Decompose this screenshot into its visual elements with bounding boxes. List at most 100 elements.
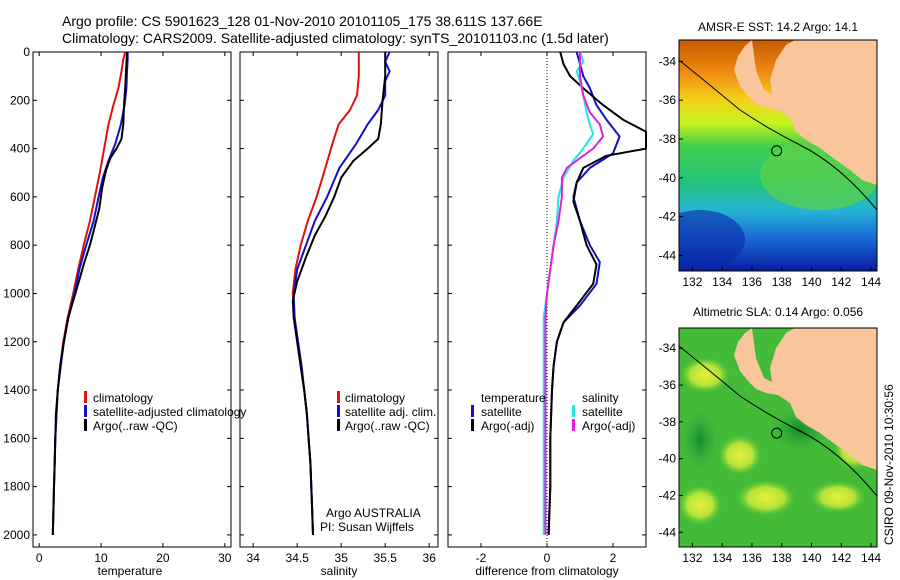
- difference-xlabel: difference from climatology: [475, 564, 618, 578]
- legend-label-satellite: satellite adj. clim.: [345, 405, 436, 419]
- x-tick-label: 134: [712, 551, 732, 565]
- x-tick-label: 140: [801, 551, 821, 565]
- y-tick-label: 1800: [3, 480, 30, 494]
- x-tick-label: 138: [772, 275, 792, 289]
- legend-swatch-satellite: [337, 405, 340, 417]
- coastline-contour: [679, 345, 877, 497]
- x-tick-label: 10: [94, 551, 108, 565]
- x-tick-label: 0: [36, 551, 43, 565]
- land: [734, 328, 877, 470]
- panel-temperature: 0 200 400 600 800 1000 1200 1400 1600 1800 2000 0 10…: [3, 45, 246, 578]
- y-tick-label: 1000: [3, 286, 30, 300]
- pi-annotation: PI: Susan Wijffels: [320, 520, 414, 534]
- legend-swatch-sal-satellite: [572, 405, 575, 417]
- salinity-frame: [239, 51, 439, 548]
- sla-map-title: Altimetric SLA: 0.14 Argo: 0.056: [693, 305, 863, 319]
- coastline-contour: [679, 59, 877, 211]
- x-tick-label: 134: [712, 275, 732, 289]
- y-tick-label: -36: [659, 93, 677, 107]
- legend-label-climatology: climatology: [345, 391, 405, 405]
- x-tick-label: 132: [682, 275, 702, 289]
- x-tick-label: 35: [335, 551, 349, 565]
- x-tick-label: 144: [861, 275, 881, 289]
- y-tick-label: 1400: [3, 383, 30, 397]
- series-line-climatology: [51, 51, 127, 535]
- sla-map: Altimetric SLA: 0.14 Argo: 0.056 132 134 1…: [659, 305, 882, 565]
- sst-map-title: AMSR-E SST: 14.2 Argo: 14.1: [698, 20, 858, 34]
- y-tick-label: -38: [659, 415, 677, 429]
- y-tick-label: -34: [659, 341, 677, 355]
- legend-label-sal-satellite: satellite: [582, 405, 623, 419]
- y-tick-label: 800: [10, 238, 30, 252]
- sst-map: AMSR-E SST: 14.2 Argo: 14.1 132 134 136 138…: [659, 20, 882, 289]
- sla-high-blob: [679, 485, 722, 525]
- y-tick-label: 400: [10, 142, 30, 156]
- x-tick-label: 136: [742, 551, 762, 565]
- x-tick-label: 34: [247, 551, 261, 565]
- y-tick-label: 600: [10, 190, 30, 204]
- series-line-temperature-satellite: [547, 51, 621, 535]
- temperature-legend: climatology satellite-adjusted climatolo…: [84, 391, 246, 433]
- sst-map-frame: [678, 39, 878, 272]
- y-tick-label: 1600: [3, 431, 30, 445]
- x-tick-label: 20: [156, 551, 170, 565]
- salinity-legend: climatology satellite adj. clim. Argo(..…: [337, 391, 436, 433]
- sla-high-blob: [736, 480, 796, 516]
- x-tick-label: 138: [772, 551, 792, 565]
- y-tick-label: -38: [659, 132, 677, 146]
- argo-position-marker: [771, 427, 783, 439]
- legend-swatch-temp-satellite: [471, 405, 474, 417]
- legend-swatch-sal-argo: [572, 419, 575, 431]
- salinity-xlabel: salinity: [321, 564, 358, 578]
- legend-label-climatology: climatology: [93, 391, 153, 405]
- y-tick-label: -42: [659, 210, 677, 224]
- panel-difference: -2 0 2 difference from climatology tempera…: [447, 51, 647, 578]
- temperature-xlabel: temperature: [98, 564, 163, 578]
- series-line-climatology: [291, 52, 360, 535]
- legend-swatch-climatology: [337, 391, 340, 403]
- difference-legend: temperature satellite Argo(-adj) salinit…: [471, 391, 635, 433]
- y-tick-label: -34: [659, 54, 677, 68]
- x-tick-label: 2: [610, 551, 617, 565]
- series-line-argo-raw-qc: [291, 52, 387, 535]
- sla-high-blob: [718, 435, 762, 475]
- legend-title-temperature: temperature: [481, 391, 546, 405]
- legend-title-salinity: salinity: [582, 391, 619, 405]
- x-tick-label: 136: [742, 275, 762, 289]
- climatology-subtitle: Climatology: CARS2009. Satellite-adjuste…: [62, 30, 609, 46]
- sla-high-blob: [810, 481, 866, 513]
- panel-salinity: 34 34.5 35 35.5 36 salinity climatology sate…: [239, 51, 439, 578]
- x-tick-label: 36: [423, 551, 437, 565]
- temperature-frame: [32, 51, 232, 548]
- legend-swatch-climatology: [84, 391, 87, 403]
- y-tick-label: -44: [659, 248, 677, 262]
- y-tick-label: -40: [659, 452, 677, 466]
- legend-label-temp-satellite: satellite: [481, 405, 522, 419]
- land: [734, 40, 877, 185]
- x-tick-label: 30: [218, 551, 232, 565]
- y-tick-label: 0: [23, 45, 30, 59]
- legend-swatch-temp-argo: [471, 419, 474, 431]
- sla-map-frame: [678, 327, 878, 548]
- x-tick-label: 132: [682, 551, 702, 565]
- legend-swatch-argo: [337, 419, 340, 431]
- y-tick-label: 1200: [3, 335, 30, 349]
- y-tick-label: -40: [659, 171, 677, 185]
- x-tick-label: -2: [476, 551, 487, 565]
- sla-high-blob: [680, 357, 730, 393]
- legend-label-sal-argo: Argo(-adj): [582, 419, 635, 433]
- x-tick-label: 35.5: [374, 551, 398, 565]
- credit-timestamp: CSIRO 09-Nov-2010 10:30:56: [882, 384, 896, 545]
- sla-low-blob: [682, 410, 718, 470]
- legend-label-temp-argo: Argo(-adj): [481, 419, 534, 433]
- legend-label-argo: Argo(..raw -QC): [93, 419, 178, 433]
- series-line-satellite-adjusted-climatology: [51, 52, 129, 535]
- y-tick-label: -36: [659, 378, 677, 392]
- series-line-temperature-argo-adj: [547, 51, 647, 535]
- sst-cool-patch: [679, 210, 745, 270]
- argo-position-marker: [771, 145, 783, 157]
- y-tick-label: -42: [659, 488, 677, 502]
- x-tick-label: 0: [544, 551, 551, 565]
- x-tick-label: 144: [861, 551, 881, 565]
